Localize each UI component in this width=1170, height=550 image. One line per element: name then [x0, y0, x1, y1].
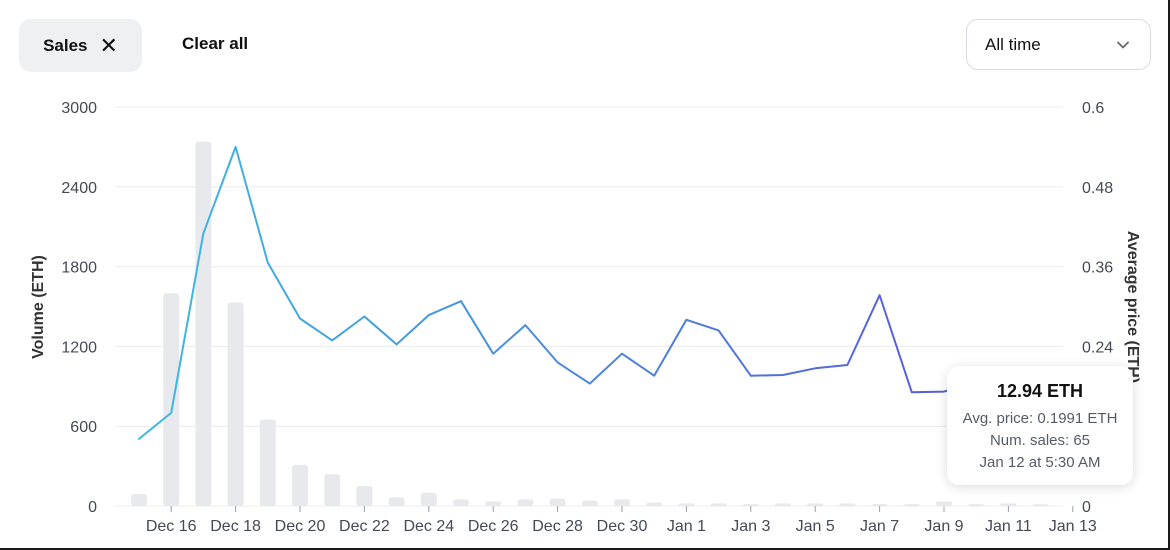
- time-range-value: All time: [985, 34, 1041, 54]
- volume-bar[interactable]: [453, 499, 469, 506]
- x-tick-label: Dec 26: [468, 518, 519, 535]
- volume-bar[interactable]: [1000, 503, 1017, 506]
- avg-price-line: [138, 145, 978, 440]
- volume-bar[interactable]: [903, 504, 920, 506]
- sales-filter-chip[interactable]: Sales ✕: [19, 19, 142, 72]
- volume-bar[interactable]: [292, 464, 308, 506]
- volume-bar[interactable]: [131, 494, 147, 506]
- volume-bar[interactable]: [356, 486, 373, 506]
- x-tick-label: Jan 5: [796, 518, 835, 535]
- volume-bar[interactable]: [775, 503, 791, 506]
- tooltip-num-sales: Num. sales: 65: [989, 432, 1091, 449]
- y2-tick-label: 0.6: [1082, 100, 1104, 117]
- tooltip-avg-price: Avg. price: 0.1991 ETH: [962, 410, 1118, 427]
- volume-bar[interactable]: [614, 499, 630, 506]
- volume-bar[interactable]: [324, 474, 341, 506]
- volume-bar[interactable]: [163, 293, 180, 506]
- y-axis-title: Volume (ETH): [30, 255, 47, 359]
- volume-bar[interactable]: [259, 419, 276, 506]
- y2-tick-label: 0.24: [1082, 339, 1113, 356]
- volume-bar[interactable]: [581, 500, 598, 506]
- x-tick-label: Jan 7: [860, 518, 899, 535]
- clear-all-button[interactable]: Clear all: [182, 34, 249, 53]
- y2-tick-label: 0.48: [1082, 180, 1113, 197]
- y-tick-label: 1200: [61, 339, 97, 356]
- volume-bar[interactable]: [195, 141, 212, 506]
- volume-bar[interactable]: [388, 497, 405, 506]
- y-tick-label: 600: [70, 419, 97, 436]
- volume-bar[interactable]: [839, 503, 856, 506]
- close-icon[interactable]: ✕: [99, 32, 118, 58]
- volume-bar[interactable]: [420, 492, 437, 506]
- volume-bar[interactable]: [227, 302, 244, 506]
- y2-tick-label: 0: [1082, 499, 1091, 516]
- x-tick-label: Jan 11: [985, 518, 1032, 535]
- y2-axis-title: Average price (ETH): [1124, 231, 1141, 383]
- time-range-select[interactable]: All time: [966, 19, 1151, 70]
- x-tick-label: Dec 28: [532, 518, 583, 535]
- volume-bar[interactable]: [936, 501, 952, 506]
- y-tick-label: 2400: [61, 180, 97, 197]
- x-tick-label: Dec 30: [597, 518, 648, 535]
- x-tick-label: Jan 9: [924, 518, 963, 535]
- volume-bar[interactable]: [742, 504, 759, 506]
- y-tick-label: 3000: [61, 100, 97, 117]
- chip-label: Sales: [43, 35, 88, 55]
- x-tick-label: Dec 16: [146, 518, 197, 535]
- volume-bar[interactable]: [517, 499, 534, 506]
- chart-tooltip: 12.94 ETH Avg. price: 0.1991 ETH Num. sa…: [947, 366, 1133, 485]
- x-tick-label: Jan 3: [731, 518, 770, 535]
- volume-bar[interactable]: [807, 503, 824, 506]
- x-tick-label: Dec 24: [403, 518, 454, 535]
- volume-bar[interactable]: [485, 501, 502, 506]
- volume-bar[interactable]: [871, 504, 888, 506]
- volume-bar[interactable]: [678, 503, 695, 506]
- volume-bar[interactable]: [710, 503, 727, 506]
- x-tick-label: Dec 18: [210, 518, 261, 535]
- x-tick-label: Jan 1: [667, 518, 706, 535]
- x-tick-label: Dec 20: [275, 518, 326, 535]
- y2-tick-label: 0.36: [1082, 260, 1113, 277]
- x-tick-label: Dec 22: [339, 518, 390, 535]
- chevron-down-icon: [1117, 41, 1129, 48]
- tooltip-value: 12.94 ETH: [996, 381, 1084, 401]
- volume-bar[interactable]: [968, 504, 985, 506]
- x-tick-label: Jan 13: [1049, 518, 1097, 535]
- volume-bar[interactable]: [1032, 504, 1049, 506]
- tooltip-timestamp: Jan 12 at 5:30 AM: [979, 454, 1101, 471]
- volume-bar[interactable]: [549, 498, 566, 506]
- y-tick-label: 1800: [61, 260, 97, 277]
- volume-bar[interactable]: [646, 502, 663, 506]
- y-tick-label: 0: [88, 499, 97, 516]
